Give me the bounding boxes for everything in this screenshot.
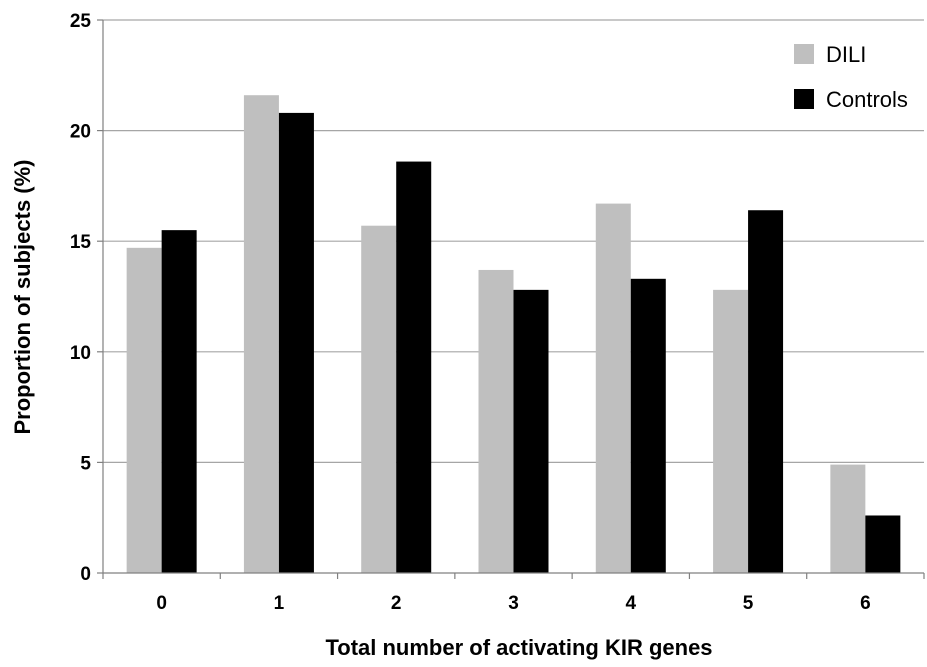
y-tick-label: 10 xyxy=(70,343,91,364)
bar-dili-6 xyxy=(830,464,866,573)
gridlines xyxy=(103,19,924,463)
bar-dili-0 xyxy=(126,247,162,573)
y-tick-label: 5 xyxy=(80,453,91,474)
x-tick-labels: 0 1 2 3 4 5 6 xyxy=(156,593,870,614)
x-tick-label: 6 xyxy=(860,593,871,614)
y-axis-title: Proportion of subjects (%) xyxy=(10,160,35,435)
bar-controls-1 xyxy=(278,112,314,574)
legend-label-controls: Controls xyxy=(826,87,908,112)
bar-controls-3 xyxy=(513,289,549,573)
x-tick-label: 2 xyxy=(391,593,402,614)
x-tick-label: 1 xyxy=(274,593,285,614)
legend-label-dili: DILI xyxy=(826,42,866,67)
legend-swatch-dili xyxy=(794,44,814,64)
bar-dili-2 xyxy=(361,225,397,573)
bar-dili-4 xyxy=(595,203,631,573)
bar-controls-4 xyxy=(630,278,666,573)
bar-dili-3 xyxy=(478,269,514,573)
bar-dili-1 xyxy=(243,95,279,573)
y-tick-label: 0 xyxy=(80,564,91,585)
x-tick-label: 5 xyxy=(743,593,754,614)
axes xyxy=(97,19,925,579)
bar-controls-0 xyxy=(161,230,197,573)
x-axis-title: Total number of activating KIR genes xyxy=(325,635,712,660)
bar-controls-5 xyxy=(748,210,784,573)
y-tick-label: 25 xyxy=(70,11,92,32)
x-tick-label: 0 xyxy=(156,593,167,614)
y-tick-label: 20 xyxy=(70,122,91,143)
legend-swatch-controls xyxy=(794,89,814,109)
x-tick-label: 4 xyxy=(625,593,636,614)
y-tick-labels: 0 5 10 15 20 25 xyxy=(70,11,92,585)
bar-dili-5 xyxy=(713,289,749,573)
x-tick-label: 3 xyxy=(508,593,519,614)
bar-controls-2 xyxy=(396,161,432,573)
y-tick-label: 15 xyxy=(70,232,92,253)
bars xyxy=(126,95,901,574)
bar-controls-6 xyxy=(865,515,901,573)
legend: DILI Controls xyxy=(794,42,908,112)
